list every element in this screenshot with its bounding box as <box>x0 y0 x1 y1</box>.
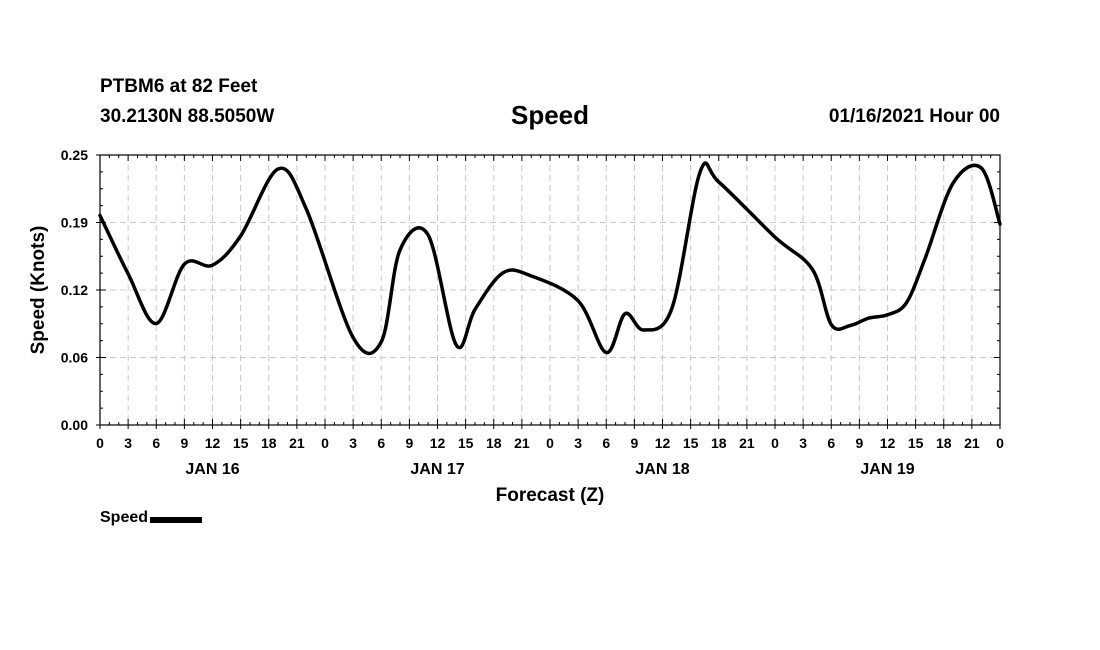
station-label: PTBM6 at 82 Feet <box>100 76 258 97</box>
coordinates-label: 30.2130N 88.5050W <box>100 106 275 127</box>
legend: Speed <box>100 509 203 527</box>
x-tick-label: 15 <box>908 435 924 451</box>
y-tick-label: 0.00 <box>61 417 88 433</box>
chart-title: Speed <box>510 100 590 130</box>
axis-labels: 0 3 6 9 12 15 18 21 0 3 6 9 12 15 18 21 0 3 6 9 12 15 18 21 0 3 6 9… <box>28 147 1004 506</box>
day-label: JAN 19 <box>860 461 914 478</box>
day-label: JAN 18 <box>635 461 689 478</box>
x-tick-label: 0 <box>996 435 1004 451</box>
x-tick-label: 0 <box>771 435 779 451</box>
gridlines <box>100 155 1000 425</box>
day-label: JAN 16 <box>185 461 239 478</box>
x-tick-label: 18 <box>936 435 952 451</box>
x-tick-label: 12 <box>430 435 446 451</box>
x-tick-label: 0 <box>96 435 104 451</box>
forecast-date-label: 01/16/2021 Hour 00 <box>828 106 1000 127</box>
x-tick-label: 12 <box>655 435 671 451</box>
x-tick-label: 9 <box>855 435 863 451</box>
y-tick-label: 0.19 <box>61 215 88 231</box>
y-tick-label: 0.12 <box>61 282 88 298</box>
x-tick-label: 9 <box>405 435 413 451</box>
x-tick-label: 6 <box>602 435 610 451</box>
x-tick-label: 6 <box>377 435 385 451</box>
x-tick-label: 9 <box>630 435 638 451</box>
speed-series-line <box>98 161 1002 356</box>
x-tick-label: 6 <box>827 435 835 451</box>
y-axis-label: Speed (Knots) <box>28 226 49 355</box>
x-tick-label: 21 <box>289 435 305 451</box>
x-tick-label: 21 <box>964 435 980 451</box>
x-tick-label: 3 <box>574 435 582 451</box>
legend-swatch <box>150 517 203 523</box>
x-tick-label: 3 <box>349 435 357 451</box>
x-tick-label: 12 <box>205 435 221 451</box>
x-tick-label: 9 <box>180 435 188 451</box>
day-label: JAN 17 <box>410 461 464 478</box>
x-tick-label: 18 <box>486 435 502 451</box>
y-tick-label: 0.06 <box>61 350 88 366</box>
x-tick-label: 3 <box>799 435 807 451</box>
x-tick-label: 0 <box>546 435 554 451</box>
x-tick-label: 12 <box>880 435 896 451</box>
x-tick-label: 21 <box>739 435 755 451</box>
legend-label: Speed <box>100 509 149 526</box>
x-tick-label: 18 <box>261 435 277 451</box>
x-tick-label: 6 <box>152 435 160 451</box>
x-tick-label: 3 <box>124 435 132 451</box>
x-tick-label: 15 <box>458 435 474 451</box>
x-tick-label: 0 <box>321 435 329 451</box>
x-tick-label: 15 <box>233 435 249 451</box>
x-axis-label: Forecast (Z) <box>496 485 605 506</box>
x-tick-label: 18 <box>711 435 727 451</box>
y-tick-label: 0.25 <box>61 147 88 163</box>
axis-ticks <box>96 154 1001 429</box>
x-tick-label: 21 <box>514 435 530 451</box>
x-tick-label: 15 <box>683 435 699 451</box>
